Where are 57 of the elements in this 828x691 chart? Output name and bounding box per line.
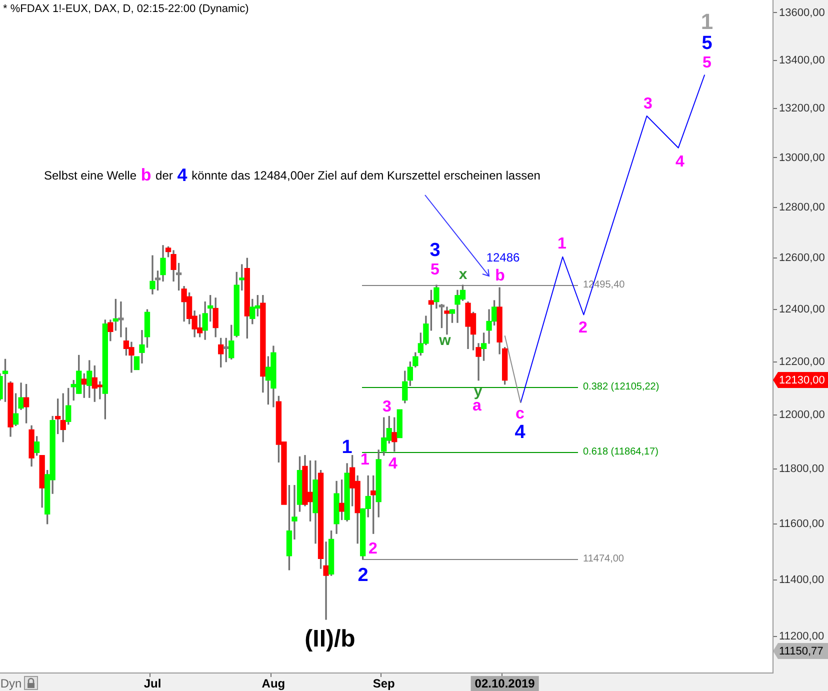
annotation: y <box>474 383 483 400</box>
candlestick <box>396 409 402 438</box>
y-tick-label: 13200,00 <box>779 102 825 115</box>
annotation: könnte das 12484,00er Ziel auf dem Kurszettel erscheinen lassen <box>192 168 540 182</box>
annotation: 5 <box>702 54 712 72</box>
y-tick-label: 13400,00 <box>779 54 825 66</box>
candlestick <box>118 301 124 338</box>
annotation: 1 <box>342 437 353 458</box>
annotation: 3 <box>644 95 653 112</box>
y-tick-label: 13000,00 <box>779 152 825 164</box>
y-tick-label: 11800,00 <box>779 462 824 475</box>
annotation: der <box>156 168 173 182</box>
annotation: Selbst eine Welle <box>44 168 137 182</box>
annotation: 5 <box>702 33 713 54</box>
x-tick-label: 02.10.2019 <box>474 676 536 691</box>
annotation: 4 <box>676 153 685 170</box>
annotation: (II)/b <box>304 626 356 653</box>
annotation: 4 <box>514 422 526 444</box>
y-tick-label: 12800,00 <box>779 202 825 214</box>
annotation: 2 <box>358 565 368 586</box>
annotation: 3 <box>430 240 440 262</box>
annotation: w <box>438 332 452 350</box>
annotation: 2 <box>578 319 588 336</box>
annotation: 3 <box>382 398 392 416</box>
chart-title: * %FDAX 1!-EUX, DAX, D, 02:15-22:00 (Dynamic) <box>3 3 249 16</box>
annotation: 1 <box>700 9 714 34</box>
annotation: c <box>516 405 525 422</box>
text: 11150,77 <box>779 646 824 658</box>
annotation: 4 <box>177 164 188 185</box>
annotation: 1 <box>558 235 567 252</box>
x-tick-label: Sep <box>372 676 395 691</box>
annotation: b <box>495 267 506 284</box>
x-tick-label: Aug <box>262 676 286 691</box>
text: 12130,00 <box>779 374 825 387</box>
y-tick-label: 12200,00 <box>779 356 825 368</box>
ref-line-label: 11474,00 <box>583 553 624 564</box>
annotation: 2 <box>368 540 378 558</box>
candlestick <box>150 255 156 294</box>
x-tick-label: Jul <box>144 676 162 691</box>
ref-line-label: 0.618 (11864,17) <box>583 446 658 458</box>
annotation: 4 <box>388 455 398 472</box>
y-tick-label: 11600,00 <box>779 518 824 530</box>
annotation: 1 <box>360 451 370 468</box>
y-tick-label: 11400,00 <box>779 574 824 586</box>
annotation: 12486 <box>486 250 520 264</box>
annotation: 5 <box>430 261 440 278</box>
candlestick <box>134 356 140 370</box>
y-tick-label: 11200,00 <box>779 630 824 643</box>
annotation: x <box>458 266 468 284</box>
candlestick <box>444 306 450 335</box>
text: Dyn <box>0 676 22 690</box>
y-tick-label: 12400,00 <box>779 304 825 316</box>
y-tick-label: 12600,00 <box>779 252 825 264</box>
ref-line-label: 0.382 (12105,22) <box>583 381 660 392</box>
annotation: b <box>140 166 152 185</box>
y-tick-label: 13600,00 <box>779 6 825 19</box>
y-tick-label: 12000,00 <box>779 408 825 421</box>
